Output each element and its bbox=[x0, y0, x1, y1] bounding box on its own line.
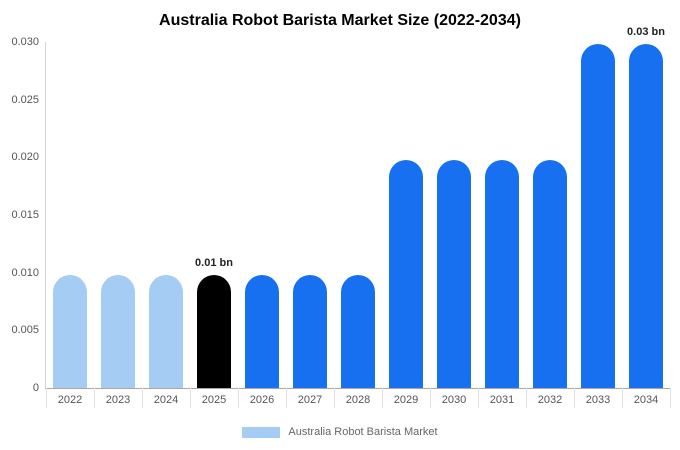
x-tick-mark bbox=[94, 388, 95, 408]
x-tick-label: 2031 bbox=[489, 394, 515, 406]
x-tick-mark bbox=[46, 388, 47, 408]
y-tick-label: 0.020 bbox=[11, 151, 39, 164]
x-tick-label: 2027 bbox=[297, 394, 323, 406]
bar-2028 bbox=[341, 274, 375, 388]
bar-annotation-2025: 0.01 bn bbox=[195, 256, 233, 269]
bar-2034 bbox=[629, 44, 663, 388]
x-tick-mark bbox=[430, 388, 431, 408]
bar-2024 bbox=[149, 274, 183, 388]
x-tick-label: 2033 bbox=[585, 394, 611, 406]
plot-area: 0 0.005 0.010 0.015 0.020 0.025 0.030 2022 2023 2… bbox=[11, 26, 671, 408]
x-tick-mark bbox=[190, 388, 191, 408]
legend-label[interactable]: Australia Robot Barista Market bbox=[288, 426, 438, 438]
bar-annotation-2034: 0.03 bn bbox=[627, 26, 665, 39]
x-tick-label: 2023 bbox=[105, 394, 131, 406]
bar-2031 bbox=[485, 159, 519, 388]
x-tick-mark bbox=[574, 388, 575, 408]
y-tick-label: 0.010 bbox=[11, 266, 39, 279]
legend: Australia Robot Barista Market bbox=[0, 426, 680, 438]
x-tick-label: 2032 bbox=[537, 394, 563, 406]
y-tick-label: 0.015 bbox=[11, 209, 39, 221]
x-tick-mark bbox=[238, 388, 239, 408]
x-tick-label: 2025 bbox=[201, 394, 227, 406]
y-tick-label: 0.030 bbox=[11, 36, 39, 48]
x-tick-mark bbox=[142, 388, 143, 408]
x-tick-label: 2029 bbox=[393, 394, 419, 406]
x-tick-mark bbox=[622, 388, 623, 408]
x-tick-label: 2028 bbox=[345, 394, 371, 406]
y-tick-label: 0 bbox=[32, 382, 39, 394]
y-tick-label: 0.025 bbox=[11, 93, 39, 106]
bar-2026 bbox=[245, 274, 279, 388]
x-tick-mark bbox=[670, 388, 671, 408]
bar-2022 bbox=[53, 274, 87, 388]
bar-2027 bbox=[293, 274, 327, 388]
x-tick-mark bbox=[382, 388, 383, 408]
x-tick-mark bbox=[286, 388, 287, 408]
bar-2030 bbox=[437, 159, 471, 388]
x-tick-mark bbox=[478, 388, 479, 408]
x-tick-label: 2024 bbox=[153, 394, 179, 406]
x-tick-mark bbox=[334, 388, 335, 408]
chart-title: Australia Robot Barista Market Size (202… bbox=[159, 12, 521, 29]
bar-2023 bbox=[101, 274, 135, 388]
y-tick-label: 0.005 bbox=[11, 324, 39, 337]
bar-2025 bbox=[197, 274, 231, 388]
bar-2033 bbox=[581, 44, 615, 388]
x-tick-label: 2022 bbox=[57, 394, 83, 406]
bar-2032 bbox=[533, 159, 567, 388]
legend-swatch[interactable] bbox=[242, 426, 281, 438]
x-tick-mark bbox=[526, 388, 527, 408]
x-tick-label: 2026 bbox=[249, 394, 275, 406]
x-tick-label: 2034 bbox=[633, 394, 659, 406]
bar-2029 bbox=[389, 159, 423, 388]
x-tick-label: 2030 bbox=[441, 394, 467, 406]
